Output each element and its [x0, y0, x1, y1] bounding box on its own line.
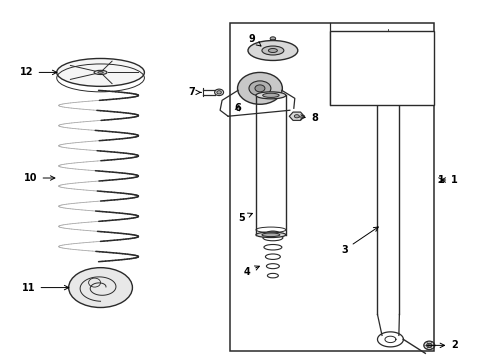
Ellipse shape [255, 85, 265, 92]
Ellipse shape [94, 70, 107, 75]
Ellipse shape [98, 72, 103, 73]
Ellipse shape [217, 91, 221, 94]
Text: 6: 6 [235, 103, 242, 113]
Text: 5: 5 [239, 213, 252, 223]
Polygon shape [289, 112, 304, 120]
Text: 1: 1 [441, 175, 458, 185]
Ellipse shape [69, 268, 132, 307]
Ellipse shape [249, 81, 271, 96]
Text: 8: 8 [294, 113, 319, 123]
Ellipse shape [262, 233, 280, 237]
Text: 7: 7 [189, 87, 196, 97]
Ellipse shape [266, 231, 280, 237]
Ellipse shape [424, 341, 435, 350]
Text: 11: 11 [22, 283, 69, 293]
Ellipse shape [238, 72, 282, 104]
Ellipse shape [57, 58, 145, 86]
Ellipse shape [256, 92, 286, 99]
Ellipse shape [215, 89, 223, 95]
Ellipse shape [427, 343, 432, 347]
Text: 7: 7 [341, 63, 359, 73]
Text: 4: 4 [244, 266, 259, 276]
Text: 2: 2 [427, 340, 458, 350]
Text: 12: 12 [20, 67, 57, 77]
Text: 3: 3 [341, 227, 378, 255]
Ellipse shape [368, 66, 375, 71]
Ellipse shape [270, 37, 276, 40]
Text: 10: 10 [24, 173, 55, 183]
Ellipse shape [270, 232, 276, 235]
Ellipse shape [269, 49, 277, 53]
Text: 9: 9 [248, 33, 261, 46]
Ellipse shape [365, 63, 378, 73]
Bar [330, 31, 434, 105]
Ellipse shape [256, 232, 286, 238]
Ellipse shape [262, 46, 284, 55]
Ellipse shape [263, 93, 279, 98]
Bar [230, 23, 434, 351]
Ellipse shape [294, 114, 299, 118]
Text: 1: 1 [438, 175, 444, 185]
Ellipse shape [248, 41, 298, 60]
